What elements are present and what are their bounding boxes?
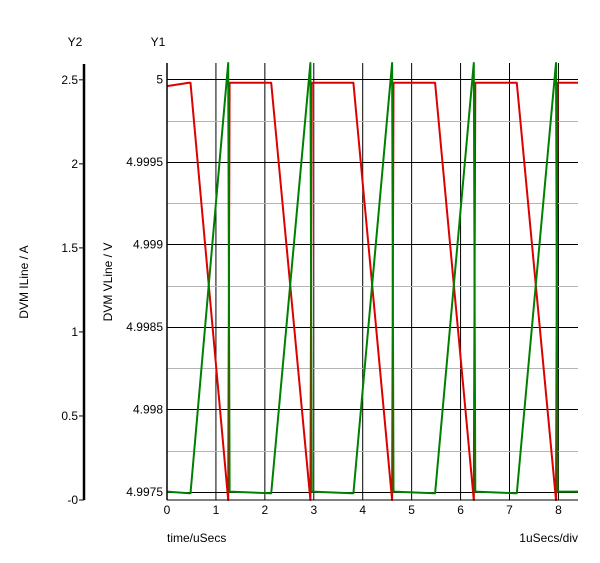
y2-tick-label: -0 xyxy=(67,493,78,507)
x-axis-label: time/uSecs xyxy=(167,531,226,545)
y1-tick-label: 4.9975 xyxy=(126,485,163,499)
y1-axis-label: DVM VLine / V xyxy=(101,243,115,322)
series-layer xyxy=(166,62,578,501)
series-line-current xyxy=(166,62,578,495)
y1-axis-name: Y1 xyxy=(151,35,166,49)
x-tick-label: 3 xyxy=(310,503,317,517)
x-tick-label: 7 xyxy=(506,503,513,517)
axes: 4.9975 4.998 4.9985 4.999 4.9995 5 -0 0.5 1 1.5 2 2… xyxy=(61,63,578,517)
y2-tick-label: 0.5 xyxy=(61,409,78,423)
x-tick-label: 6 xyxy=(457,503,464,517)
x-tick-label: 1 xyxy=(213,503,220,517)
x-tick-label: 4 xyxy=(359,503,366,517)
y1-tick-label: 5 xyxy=(156,72,163,86)
y2-tick-label: 2.5 xyxy=(61,73,78,87)
x-tick-label: 2 xyxy=(262,503,269,517)
y1-tick-label: 4.998 xyxy=(133,402,163,416)
x-tick-label: 8 xyxy=(555,503,562,517)
x-tick-label: 0 xyxy=(164,503,171,517)
y1-tick-label: 4.9995 xyxy=(126,155,163,169)
y2-axis-label: DVM ILine / A xyxy=(17,245,31,318)
y1-tick-label: 4.9985 xyxy=(126,320,163,334)
x-scale-label: 1uSecs/div xyxy=(519,531,578,545)
y2-tick-label: 2 xyxy=(71,157,78,171)
y1-tick-label: 4.999 xyxy=(133,237,163,251)
y2-tick-label: 1 xyxy=(71,325,78,339)
y2-tick-label: 1.5 xyxy=(61,241,78,255)
y2-axis-name: Y2 xyxy=(68,35,83,49)
x-tick-label: 5 xyxy=(408,503,415,517)
